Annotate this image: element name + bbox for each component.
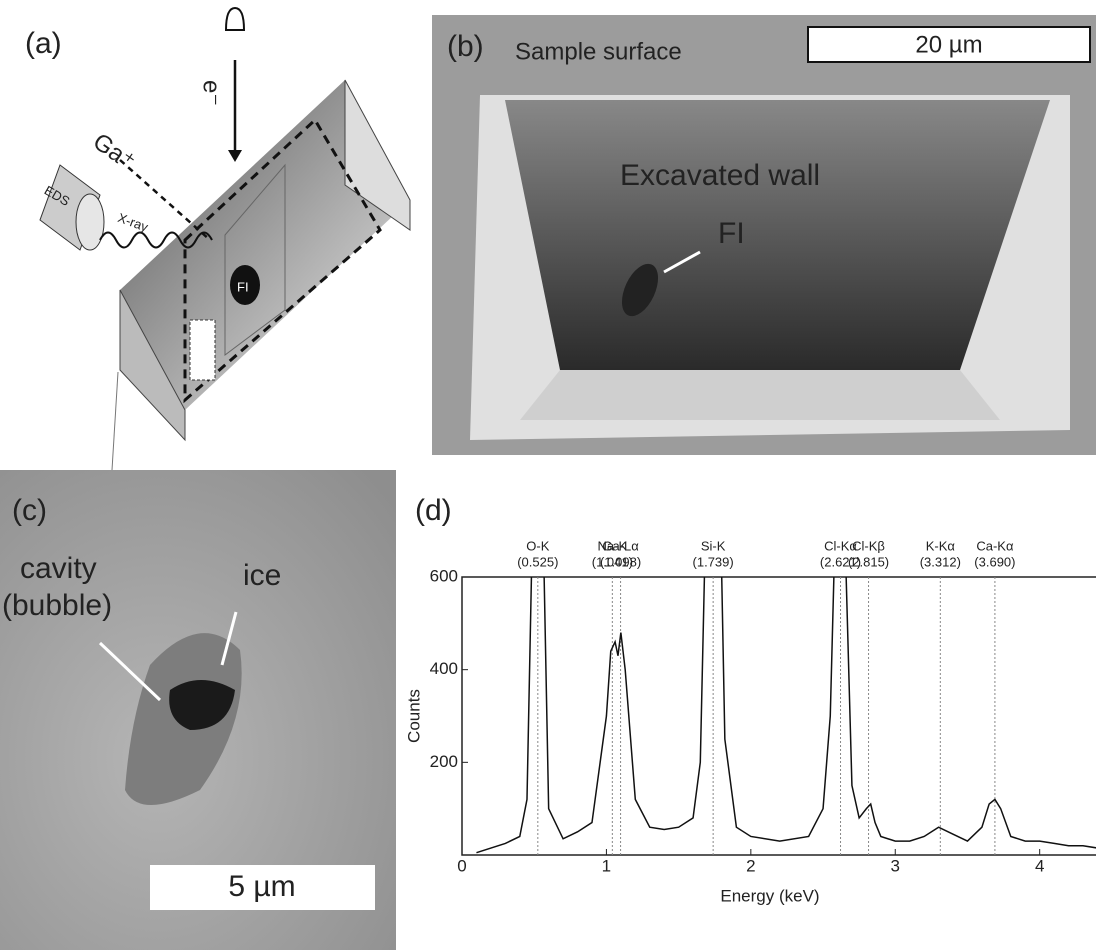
electron-label: e⁻ xyxy=(198,80,225,106)
x-tick-label: 2 xyxy=(746,856,755,875)
x-tick-label: 4 xyxy=(1035,856,1044,875)
peak-name: Cl-Kβ xyxy=(852,538,885,553)
electron-source xyxy=(226,8,244,30)
x-tick-label: 1 xyxy=(602,856,611,875)
figure: FI e⁻ Ga⁺ EDS X-ray (a) 20 µm (b) Sample… xyxy=(0,0,1096,950)
peak-name: O-K xyxy=(526,538,549,553)
xray-label: X-ray xyxy=(116,210,151,235)
scale-label: 5 µm xyxy=(228,870,295,903)
cavity-label: (bubble) xyxy=(2,589,112,622)
ice-label: ice xyxy=(243,559,281,592)
panel-a: FI e⁻ Ga⁺ EDS X-ray (a) xyxy=(25,8,410,470)
cavity-label: cavity xyxy=(20,552,97,585)
panel-b: 20 µm (b) Sample surface Excavated wall … xyxy=(432,15,1096,455)
dot-region xyxy=(190,320,215,380)
panel-label: (c) xyxy=(12,494,47,527)
excavated-wall xyxy=(505,100,1050,370)
y-tick-label: 400 xyxy=(430,659,458,678)
inclusion-text: FI xyxy=(237,279,249,294)
y-axis-label: Counts xyxy=(404,689,423,743)
y-tick-label: 600 xyxy=(430,566,458,585)
peak-name: Ga-Lα xyxy=(602,538,639,553)
scale-label: 20 µm xyxy=(915,31,982,58)
inclusion-label: FI xyxy=(718,217,745,250)
peak-energy: (3.690) xyxy=(974,554,1015,569)
ion-label: Ga⁺ xyxy=(88,128,140,176)
trench-floor xyxy=(520,370,1000,420)
arrowhead xyxy=(228,150,242,162)
panel-d: (d) Energy (keV) Counts 0 1 2 3 4 200 400 600 O-… xyxy=(404,415,1096,906)
wall-label: Excavated wall xyxy=(620,159,820,192)
peak-name: Si-K xyxy=(701,538,726,553)
peak-name: Ca-Kα xyxy=(976,538,1014,553)
detector-face xyxy=(76,194,104,250)
panel-label: (b) xyxy=(447,30,484,63)
peak-energy: (0.525) xyxy=(517,554,558,569)
panel-label: (a) xyxy=(25,27,62,60)
peak-energy: (3.312) xyxy=(920,554,961,569)
spectrum xyxy=(476,415,1096,853)
leader-line xyxy=(112,372,118,470)
y-tick-label: 200 xyxy=(430,752,458,771)
peak-energy: (2.815) xyxy=(848,554,889,569)
panel-label: (d) xyxy=(415,494,452,527)
surface-label: Sample surface xyxy=(515,38,682,65)
peak-energy: (1.739) xyxy=(693,554,734,569)
plot-frame xyxy=(462,577,1096,855)
peak-energy: (1.098) xyxy=(600,554,641,569)
x-axis-label: Energy (keV) xyxy=(720,886,819,905)
page: { "panel_a": {"label": "(a)", "electron"… xyxy=(0,0,1096,950)
x-tick-label: 3 xyxy=(891,856,900,875)
x-tick-label: 0 xyxy=(457,856,466,875)
panel-c: 5 µm (c) cavity (bubble) ice xyxy=(0,470,396,950)
peak-name: K-Kα xyxy=(926,538,956,553)
